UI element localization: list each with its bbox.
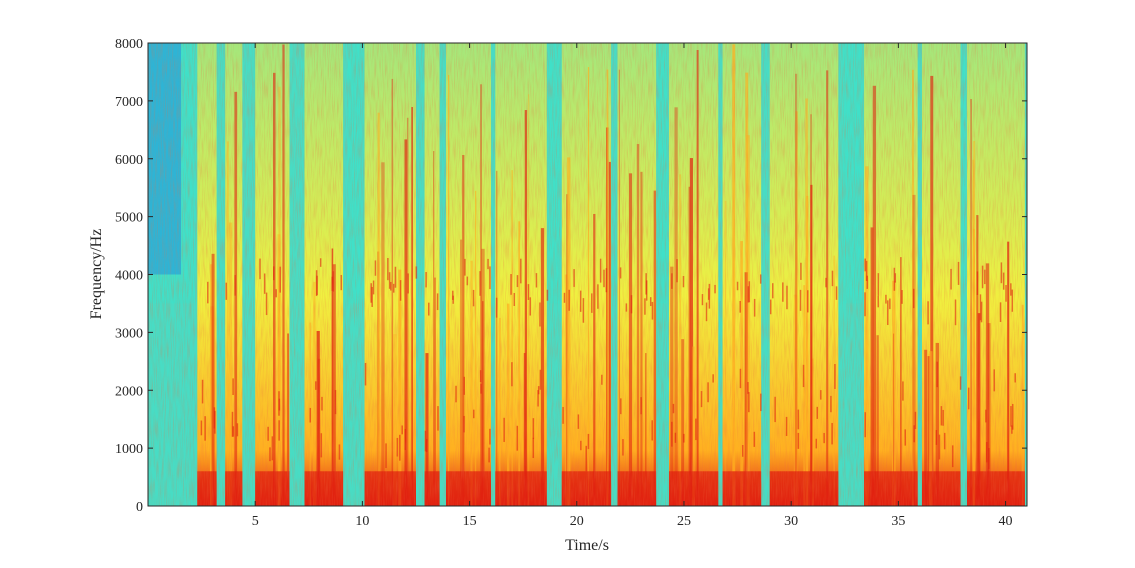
x-tick-label: 20 xyxy=(570,514,584,529)
x-tick-label: 25 xyxy=(677,514,691,529)
speckle-overlay xyxy=(148,43,1027,506)
x-tick-label: 30 xyxy=(784,514,798,529)
y-tick-label: 6000 xyxy=(115,153,143,168)
y-tick-label: 5000 xyxy=(115,211,143,226)
x-tick-label: 40 xyxy=(999,514,1013,529)
y-tick-label: 7000 xyxy=(115,95,143,110)
y-axis: 0 1000 2000 3000 4000 5000 6000 7000 8000 xyxy=(115,37,1027,515)
y-tick-label: 4000 xyxy=(115,269,143,284)
x-tick-label: 5 xyxy=(252,514,259,529)
x-axis-title: Time/s xyxy=(565,537,609,554)
y-tick-label: 2000 xyxy=(115,384,143,399)
plot-area xyxy=(148,43,1027,506)
y-axis-title: Frequency/Hz xyxy=(88,229,105,320)
y-tick-label: 3000 xyxy=(115,326,143,341)
x-tick-label: 35 xyxy=(891,514,905,529)
x-tick-label: 10 xyxy=(355,514,369,529)
heat-layer xyxy=(148,43,1027,506)
y-tick-label: 1000 xyxy=(115,442,143,457)
y-tick-label: 8000 xyxy=(115,37,143,52)
x-axis: 5 10 15 20 25 30 35 40 xyxy=(252,43,1013,529)
y-tick-label: 0 xyxy=(136,500,143,515)
x-tick-label: 15 xyxy=(463,514,477,529)
